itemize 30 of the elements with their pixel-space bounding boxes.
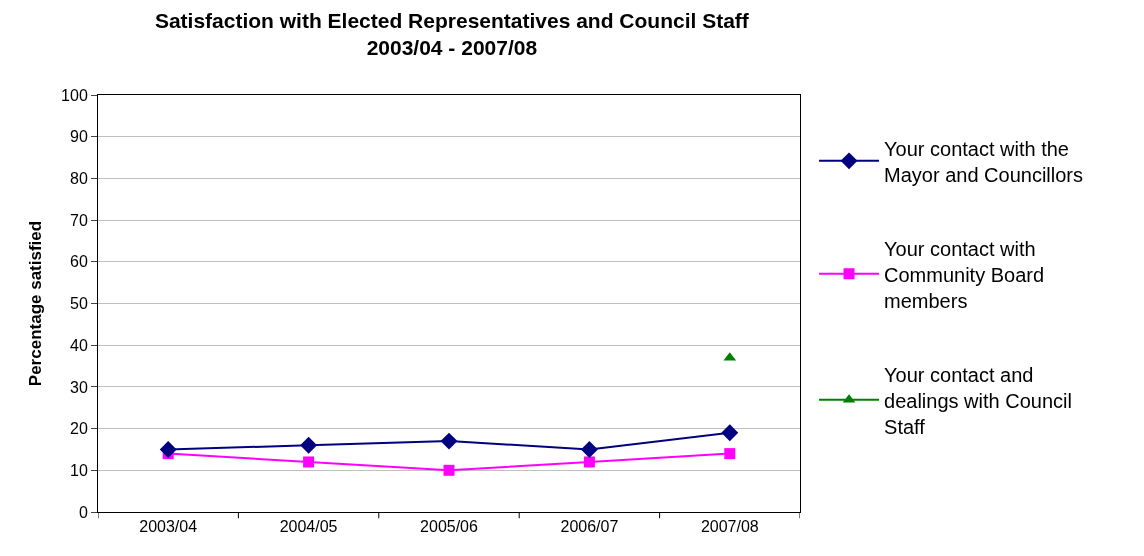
x-tick-label: 2005/06: [420, 518, 479, 536]
point: [583, 456, 595, 468]
y-tick-label: 60: [70, 253, 88, 271]
y-tick-label: 90: [70, 128, 88, 146]
x-tick-label: 2006/07: [560, 518, 619, 536]
y-tick-label: 30: [70, 378, 88, 396]
y-tick-label: 20: [70, 420, 88, 438]
y-tick-label: 80: [70, 170, 88, 187]
y-tick-label: 100: [61, 86, 88, 104]
legend-label: Your contact and dealings with Council Staff: [884, 363, 1072, 438]
y-tick-label: 10: [70, 461, 88, 479]
point: [300, 436, 318, 454]
point: [580, 441, 598, 458]
point: [440, 432, 458, 450]
x-tick-label: 2003/04: [139, 518, 198, 536]
y-tick-label: 40: [70, 336, 88, 354]
chart-title: Satisfaction with Elected Representatives and Council Staff 2003/04 - 2007/08: [154, 8, 750, 60]
y-tick-label: 70: [70, 211, 88, 229]
point: [443, 464, 455, 476]
x-tick-label: 2007/08: [700, 518, 759, 536]
y-tick-label: 0: [78, 503, 88, 521]
point: [159, 441, 177, 458]
y-tick-label: 50: [70, 295, 88, 313]
point: [724, 448, 736, 460]
point: [721, 424, 739, 442]
legend-label: Your contact with Community Board members: [884, 237, 1045, 312]
y-axis-title: Percentage satisfied: [25, 220, 45, 387]
legend-label: Your contact with the Mayor and Councillors: [884, 137, 1084, 186]
x-tick-label: 2004/05: [279, 518, 338, 536]
point: [303, 456, 315, 468]
